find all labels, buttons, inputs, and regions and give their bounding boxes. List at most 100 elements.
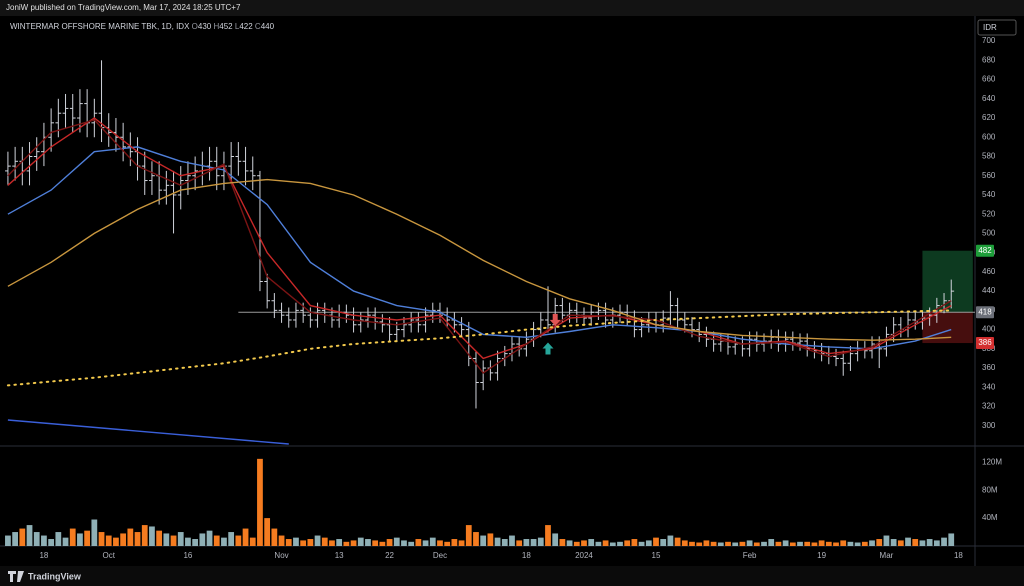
volume-bar	[163, 533, 170, 546]
volume-bar	[681, 540, 688, 546]
indicator-line	[7, 178, 952, 341]
price-tag	[976, 306, 994, 319]
volume-bar	[379, 541, 386, 546]
brand-name[interactable]: TradingView	[28, 571, 82, 581]
x-tick-label: 18	[39, 551, 48, 560]
legend-value: 440	[261, 22, 275, 31]
volume-bar	[595, 541, 602, 546]
volume-bar	[264, 518, 271, 546]
volume-bar	[530, 539, 537, 546]
volume-bar	[473, 532, 479, 546]
volume-bar	[876, 539, 883, 546]
volume-bar	[566, 540, 573, 546]
volume-bar	[257, 458, 263, 546]
volume-bar	[451, 539, 458, 546]
footer-bar	[0, 566, 1024, 586]
volume-bar	[833, 542, 839, 546]
volume-bar	[401, 540, 407, 546]
volume-bar	[12, 532, 19, 546]
volume-bar	[134, 532, 141, 546]
volume-bar	[285, 539, 292, 546]
volume-bar	[386, 539, 393, 546]
volume-bar	[307, 539, 314, 546]
volume-bar	[41, 535, 47, 546]
volume-bar	[897, 540, 904, 546]
price-tag-label: 418	[978, 307, 992, 316]
volume-bar	[761, 541, 767, 546]
volume-bar	[905, 537, 911, 546]
volume-bar	[170, 535, 177, 546]
y-tick-label: 340	[982, 382, 996, 391]
volume-bar	[638, 541, 645, 546]
indicator-line	[7, 119, 952, 374]
volume-bar	[458, 540, 465, 546]
volume-bar	[350, 540, 357, 546]
volume-bar	[660, 539, 667, 546]
volume-tick-label: 40M	[982, 513, 998, 522]
volume-tick-label: 80M	[982, 485, 998, 494]
volume-bar	[588, 539, 595, 546]
volume-bar	[113, 537, 119, 546]
volume-bar	[739, 541, 746, 546]
price-tag-label: 386	[978, 338, 992, 347]
volume-bar	[91, 519, 98, 546]
volume-bar	[717, 542, 724, 546]
volume-bar	[213, 535, 220, 546]
volume-bar	[365, 539, 371, 546]
y-tick-label: 660	[982, 75, 996, 84]
legend-key: O	[192, 22, 198, 31]
volume-bar	[465, 525, 472, 546]
legend-value: 430	[198, 22, 212, 31]
volume-bar	[501, 539, 508, 546]
legend-value: 452	[219, 22, 233, 31]
volume-bar	[62, 537, 69, 546]
currency-box[interactable]	[977, 19, 1017, 36]
volume-bar	[948, 533, 955, 546]
volume-bar	[732, 542, 739, 546]
indicator-line	[7, 419, 289, 445]
volume-bar	[321, 537, 328, 546]
volume-bar	[444, 541, 451, 546]
volume-bar	[509, 535, 515, 546]
x-tick-label: 15	[652, 551, 661, 560]
volume-bar	[581, 540, 587, 546]
volume-bar	[278, 535, 285, 546]
header-bar	[0, 0, 1024, 16]
volume-bar	[912, 539, 919, 546]
legend: WINTERMAR OFFSHORE MARINE TBK, 1D, IDX O…	[10, 22, 275, 31]
legend-symbol: WINTERMAR OFFSHORE MARINE TBK, 1D, IDX	[10, 22, 190, 31]
volume-bar	[393, 537, 400, 546]
y-tick-label: 400	[982, 325, 996, 334]
volume-bar	[703, 540, 710, 546]
volume-bar	[429, 537, 436, 546]
volume-bar	[437, 540, 443, 546]
volume-bar	[120, 533, 127, 546]
y-tick-label: 580	[982, 152, 996, 161]
volume-bar	[480, 535, 487, 546]
volume-bar	[185, 537, 191, 546]
y-tick-label: 680	[982, 55, 996, 64]
volume-bar	[235, 535, 242, 546]
x-tick-label: 2024	[575, 551, 593, 560]
volume-bar	[105, 535, 112, 546]
volume-bar	[696, 542, 703, 546]
volume-bar	[84, 530, 91, 546]
x-tick-label: 19	[817, 551, 826, 560]
y-tick-label: 520	[982, 209, 996, 218]
volume-bar	[933, 540, 940, 546]
y-tick-label: 300	[982, 421, 996, 430]
volume-bar	[206, 530, 213, 546]
volume-bar	[415, 539, 422, 546]
signal-arrow	[542, 342, 554, 355]
y-tick-label: 560	[982, 171, 996, 180]
volume-bar	[674, 537, 681, 546]
legend-value: 422	[239, 22, 253, 31]
volume-bar	[573, 541, 580, 546]
volume-bar	[602, 540, 609, 546]
volume-bar	[624, 540, 631, 546]
volume-bar	[818, 540, 825, 546]
volume-bar	[825, 541, 832, 546]
volume-bar	[883, 535, 890, 546]
x-tick-label: Mar	[880, 551, 894, 560]
